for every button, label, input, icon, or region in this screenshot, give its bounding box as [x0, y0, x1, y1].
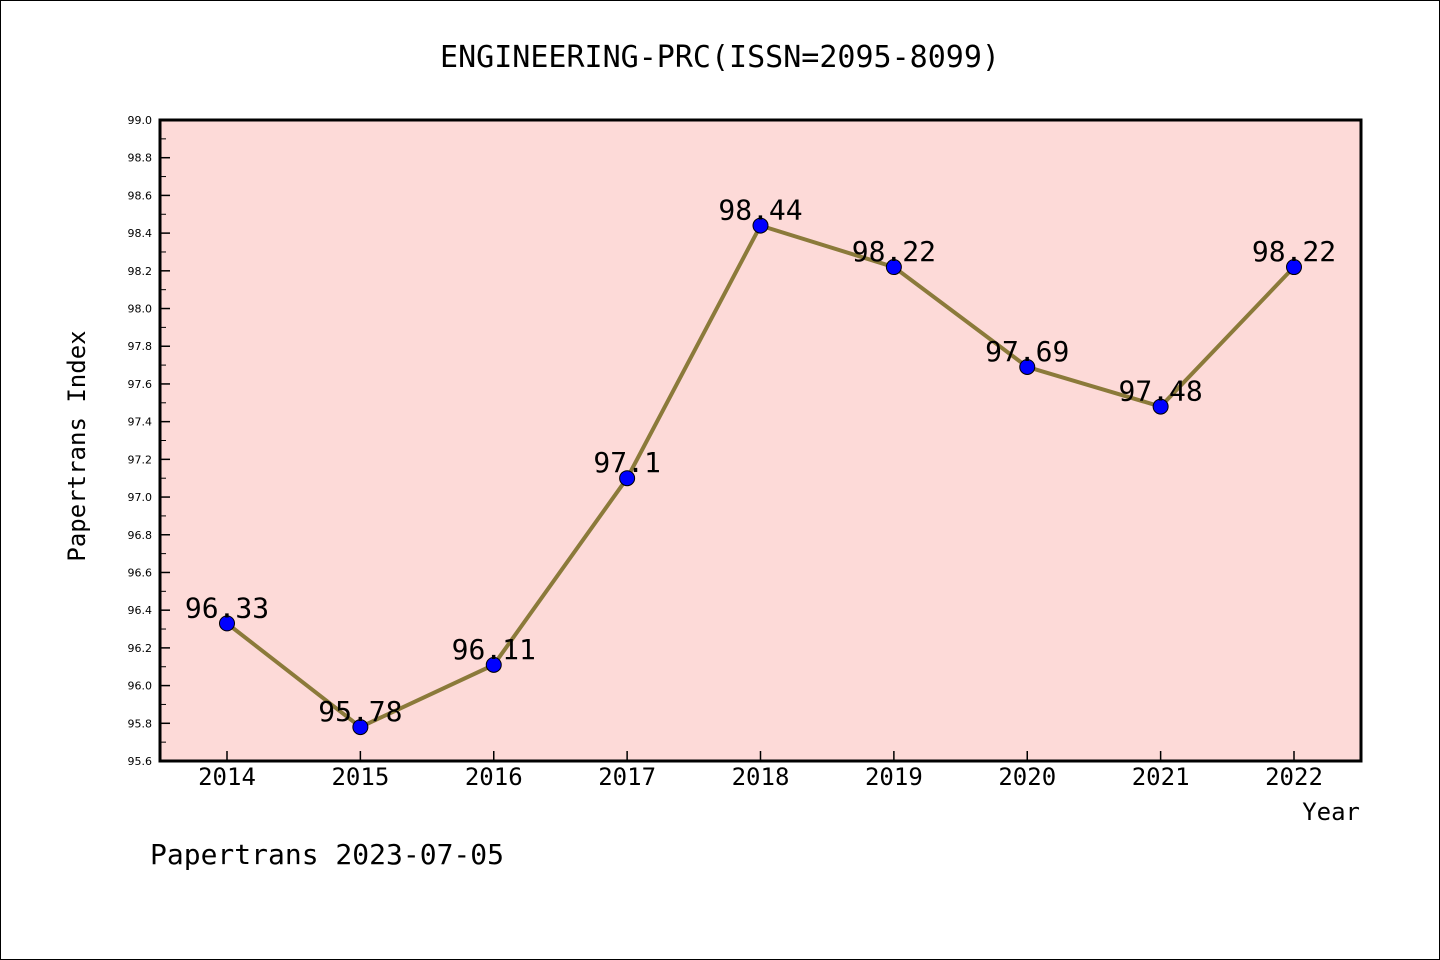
- footer-credit: Papertrans 2023-07-05: [150, 838, 504, 871]
- x-axis-title: Year: [1302, 798, 1360, 826]
- y-tick-label: 98.2: [128, 265, 153, 278]
- y-tick-label: 98.8: [128, 152, 153, 165]
- y-tick-label: 98.4: [128, 227, 153, 240]
- y-tick-label: 98.6: [128, 189, 153, 202]
- x-tick-label: 2015: [331, 763, 389, 791]
- data-point: [752, 217, 769, 234]
- data-label: 97.1: [593, 446, 660, 479]
- data-point: [1152, 398, 1169, 415]
- y-tick-label: 97.6: [128, 378, 153, 391]
- data-label: 98.44: [718, 194, 802, 227]
- y-tick-label: 97.0: [128, 491, 153, 504]
- data-point: [1286, 259, 1302, 276]
- y-tick-label: 96.2: [128, 642, 153, 655]
- y-tick-label: 97.4: [128, 416, 153, 429]
- data-label: 97.69: [985, 335, 1069, 368]
- y-axis-ticks: 95.6 95.8 96.0 96.2 96.4 96.6 96.8 97.0 97.2 97.4…: [128, 114, 170, 768]
- y-tick-label: 99.0: [128, 114, 153, 127]
- x-tick-label: 2014: [198, 763, 256, 791]
- y-tick-label: 97.8: [128, 340, 153, 353]
- data-label: 96.33: [185, 591, 269, 624]
- y-tick-label: 98.0: [128, 303, 153, 316]
- data-point: [352, 719, 369, 736]
- data-label: 95.78: [318, 695, 402, 728]
- data-markers: [219, 217, 1302, 736]
- x-tick-label: 2021: [1132, 763, 1190, 791]
- x-tick-label: 2020: [998, 763, 1056, 791]
- data-label: 96.11: [452, 633, 536, 666]
- y-tick-label: 96.8: [128, 529, 153, 542]
- y-tick-label: 96.4: [128, 604, 153, 617]
- data-point: [485, 656, 502, 673]
- data-label: 98.22: [1252, 235, 1336, 268]
- x-tick-label: 2018: [732, 763, 790, 791]
- data-point: [619, 470, 636, 487]
- x-axis-ticks: 2014 2015 2016 2017 2018 2019 2020 2021 2022: [198, 751, 1323, 791]
- data-labels: 96.33 95.78 96.11 97.1 98.44 98.22 97.69 97.48 9…: [185, 194, 1336, 728]
- data-label: 98.22: [852, 235, 936, 268]
- data-point: [885, 259, 902, 276]
- x-tick-label: 2017: [598, 763, 656, 791]
- y-tick-label: 97.2: [128, 453, 153, 466]
- y-tick-label: 95.6: [128, 755, 153, 768]
- x-tick-label: 2019: [865, 763, 923, 791]
- data-point: [219, 615, 235, 632]
- data-label: 97.48: [1118, 375, 1202, 408]
- y-tick-label: 96.6: [128, 566, 153, 579]
- x-tick-label: 2022: [1265, 763, 1323, 791]
- x-tick-label: 2016: [465, 763, 523, 791]
- y-tick-label: 95.8: [128, 717, 153, 730]
- y-tick-label: 96.0: [128, 680, 153, 693]
- y-axis-title: Papertrans Index: [63, 330, 91, 561]
- data-point: [1019, 358, 1036, 375]
- chart-title: ENGINEERING-PRC(ISSN=2095-8099): [440, 40, 1000, 75]
